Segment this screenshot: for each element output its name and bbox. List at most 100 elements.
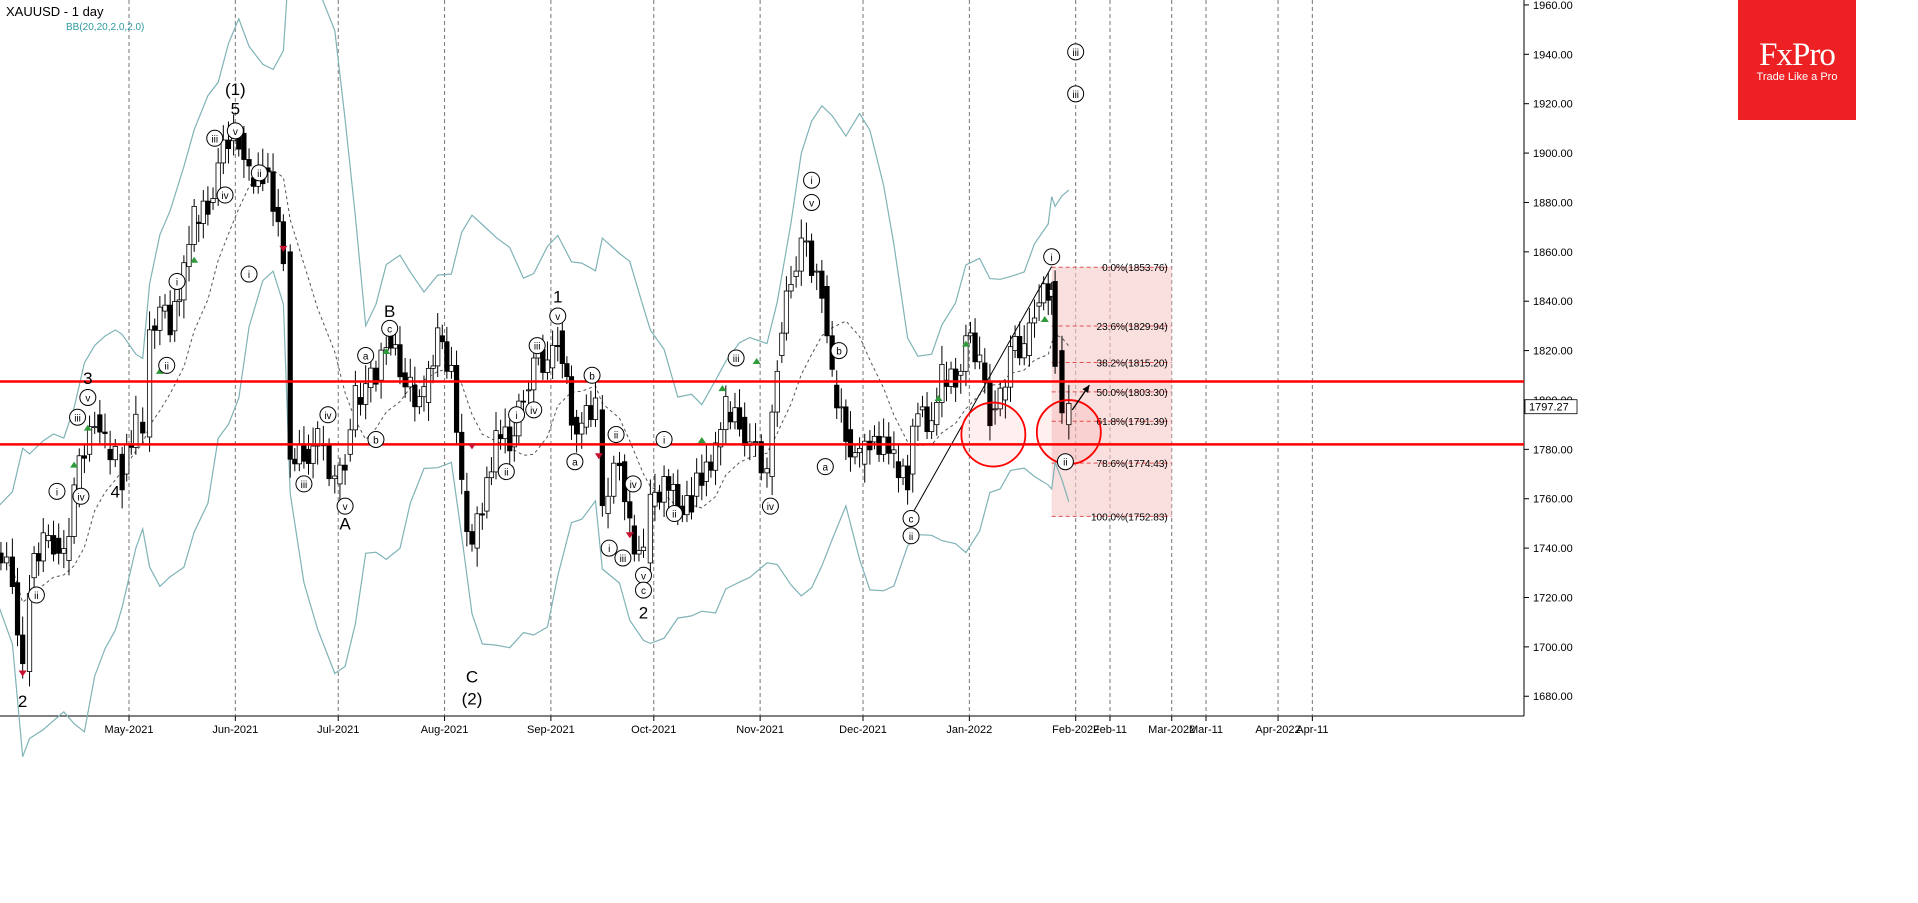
candle-body xyxy=(425,367,432,403)
wave-label: 3 xyxy=(83,369,92,388)
candle-body xyxy=(555,345,561,348)
wave-label-circle xyxy=(528,337,546,355)
x-tick-label: Nov-2021 xyxy=(736,724,784,736)
candle-body xyxy=(0,552,4,564)
candle-body xyxy=(764,468,770,474)
wave-label-circle xyxy=(566,453,584,471)
candle-body xyxy=(736,407,743,430)
candle-body xyxy=(666,476,672,491)
x-tick-label: Apr-11 xyxy=(1296,724,1328,736)
candle-body xyxy=(296,444,302,465)
candle-body xyxy=(368,367,374,389)
wave-label-circle xyxy=(761,497,779,515)
wave-label: i xyxy=(176,277,178,288)
candle-body xyxy=(9,556,15,588)
y-tick-label: 1740.00 xyxy=(1533,543,1573,555)
candle-body xyxy=(723,396,729,431)
candle-body xyxy=(803,240,810,243)
buy-signal-arrow xyxy=(697,436,706,443)
wave-label: ii xyxy=(165,361,169,372)
candle-body xyxy=(186,244,192,268)
wave-label: v xyxy=(809,198,814,209)
x-tick-label: Mar-2022 xyxy=(1148,724,1195,736)
buy-signal-arrow xyxy=(1040,315,1049,322)
candle-body xyxy=(326,445,332,480)
wave-label: c xyxy=(641,586,646,597)
candle-body xyxy=(40,532,46,562)
wave-label-circle xyxy=(48,482,66,500)
candle-body xyxy=(378,349,384,381)
candle-body xyxy=(661,476,667,503)
wave-label-circle xyxy=(250,164,268,182)
candle-body xyxy=(493,430,499,473)
buy-signal-arrow xyxy=(190,256,199,263)
candle-body xyxy=(525,389,532,392)
wave-label-circle xyxy=(216,186,234,204)
candle-body xyxy=(583,405,589,428)
wave-label-circle xyxy=(583,366,601,384)
candle-body xyxy=(798,237,804,272)
candle-body xyxy=(392,344,398,349)
wave-label-circle xyxy=(816,458,834,476)
wave-label: (1) xyxy=(225,80,246,99)
candle-body xyxy=(511,435,517,448)
candle-body xyxy=(905,465,911,491)
candle-body xyxy=(1066,403,1072,426)
candle-body xyxy=(819,270,825,299)
candle-body xyxy=(270,171,276,212)
candle-body xyxy=(448,365,455,372)
candle-body xyxy=(287,251,293,460)
candle-body xyxy=(871,435,878,443)
candle-body xyxy=(474,513,480,549)
candle-body xyxy=(102,431,108,434)
wave-label-circle xyxy=(1056,453,1074,471)
candle-body xyxy=(564,363,570,377)
candle-body xyxy=(647,493,653,564)
wave-label-circle xyxy=(357,347,375,365)
wave-label: iii xyxy=(1072,90,1079,101)
candle-body xyxy=(708,461,714,471)
wave-label: b xyxy=(836,347,842,358)
candle-body xyxy=(997,387,1003,410)
wave-label: iv xyxy=(77,492,84,503)
logo-name: FxPro xyxy=(1759,37,1836,73)
wave-label-circle xyxy=(240,265,258,283)
wave-label: i xyxy=(663,435,665,446)
current-price-label: 1797.27 xyxy=(1529,402,1569,414)
candle-body xyxy=(652,491,658,507)
candle-body xyxy=(342,464,348,471)
wave-label: ii xyxy=(34,591,38,602)
candle-body xyxy=(834,384,840,409)
candle-body xyxy=(1052,281,1058,367)
candle-body xyxy=(579,422,585,435)
x-tick-label: Sep-2021 xyxy=(527,724,575,736)
wave-label: 5 xyxy=(231,100,240,119)
candle-body xyxy=(444,341,450,372)
candle-body xyxy=(196,221,202,224)
candle-body xyxy=(531,357,537,391)
candle-body xyxy=(292,458,298,465)
trend-line xyxy=(910,266,1053,517)
wave-label: i xyxy=(810,176,812,187)
wave-label: a xyxy=(823,463,829,474)
candle-body xyxy=(36,553,42,562)
candle-body xyxy=(315,428,321,447)
candle-body xyxy=(631,525,637,555)
wave-label: iv xyxy=(221,191,228,202)
fibonacci-level-label: 78.6%(1774.43) xyxy=(1097,459,1168,470)
candle-body xyxy=(703,461,709,482)
candle-body xyxy=(45,535,51,542)
candle-body xyxy=(568,376,575,426)
wave-label-circle xyxy=(1067,85,1085,103)
x-tick-label: Feb-11 xyxy=(1093,724,1127,736)
x-tick-label: Apr-2022 xyxy=(1255,724,1300,736)
wave-label-circle xyxy=(727,349,745,367)
x-tick-label: Feb-2022 xyxy=(1052,724,1099,736)
candle-body xyxy=(967,332,974,337)
wave-label-circle xyxy=(902,509,920,527)
y-tick-label: 1820.00 xyxy=(1533,346,1573,358)
candle-body xyxy=(352,385,358,431)
fibonacci-level-label: 23.6%(1829.94) xyxy=(1097,322,1168,333)
